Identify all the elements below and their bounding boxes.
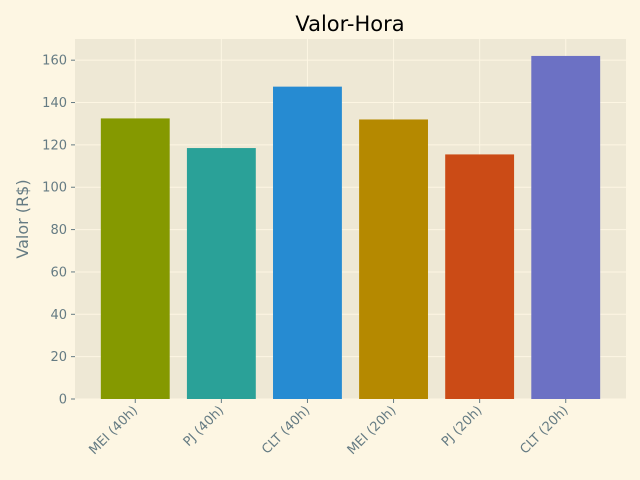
- y-tick-label: 20: [50, 350, 67, 365]
- y-tick-label: 40: [50, 308, 67, 323]
- x-tick-label: MEI (40h): [86, 403, 141, 458]
- bar: [359, 119, 428, 400]
- bar: [186, 148, 256, 399]
- y-axis-ticks: 0 20 40 60 80 100 120 140 160: [42, 54, 75, 408]
- x-tick-label: CLT (40h): [259, 403, 313, 457]
- x-tick-label: PJ (20h): [439, 403, 485, 449]
- bar: [100, 118, 170, 399]
- y-tick-label: 0: [59, 393, 67, 408]
- y-tick-label: 60: [50, 265, 67, 280]
- bar: [531, 55, 601, 400]
- chart-title: Valor-Hora: [295, 12, 404, 36]
- y-tick-label: 80: [50, 223, 67, 238]
- x-axis-ticks: MEI (40h) PJ (40h) CLT (40h) MEI (20h) PJ (2…: [86, 399, 572, 458]
- y-tick-label: 120: [42, 138, 67, 153]
- x-tick-label: PJ (40h): [181, 403, 227, 449]
- y-tick-label: 140: [42, 96, 67, 111]
- x-tick-label: MEI (20h): [345, 403, 400, 458]
- y-axis-title: Valor (R$): [13, 179, 32, 258]
- y-tick-label: 160: [42, 54, 67, 69]
- bar: [445, 154, 515, 399]
- bars: [100, 55, 601, 400]
- y-tick-label: 100: [42, 181, 67, 196]
- x-tick-label: CLT (20h): [517, 403, 571, 457]
- bar: [273, 86, 342, 399]
